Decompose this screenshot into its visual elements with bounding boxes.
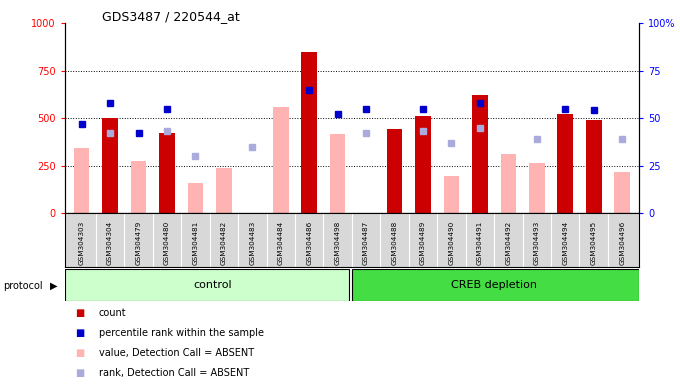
- Bar: [273, 107, 288, 213]
- Text: GSM304492: GSM304492: [505, 221, 511, 265]
- Text: count: count: [99, 308, 126, 318]
- Text: GSM304480: GSM304480: [164, 221, 170, 265]
- Text: GSM304486: GSM304486: [306, 221, 312, 265]
- Bar: [500, 154, 516, 213]
- Text: GSM304495: GSM304495: [591, 221, 596, 265]
- Text: GSM304494: GSM304494: [562, 221, 568, 265]
- Bar: [558, 114, 573, 213]
- Text: GSM304481: GSM304481: [192, 221, 199, 265]
- Text: ■: ■: [75, 348, 84, 358]
- Text: GSM304491: GSM304491: [477, 221, 483, 265]
- Text: GSM304479: GSM304479: [135, 221, 141, 265]
- Text: rank, Detection Call = ABSENT: rank, Detection Call = ABSENT: [99, 368, 249, 378]
- Text: GSM304303: GSM304303: [79, 221, 85, 265]
- Text: control: control: [193, 280, 232, 290]
- Text: value, Detection Call = ABSENT: value, Detection Call = ABSENT: [99, 348, 254, 358]
- Text: GSM304483: GSM304483: [250, 221, 256, 265]
- Text: CREB depletion: CREB depletion: [451, 280, 537, 290]
- Text: GSM304498: GSM304498: [335, 221, 341, 265]
- Text: GDS3487 / 220544_at: GDS3487 / 220544_at: [102, 10, 240, 23]
- Text: protocol: protocol: [3, 281, 43, 291]
- Bar: [102, 118, 118, 213]
- Bar: [65, 269, 349, 301]
- Text: ■: ■: [75, 328, 84, 338]
- Bar: [352, 269, 639, 301]
- Bar: [472, 95, 488, 213]
- Bar: [301, 51, 317, 213]
- Bar: [216, 167, 232, 213]
- Text: ■: ■: [75, 308, 84, 318]
- Text: GSM304482: GSM304482: [221, 221, 227, 265]
- Bar: [415, 116, 431, 213]
- Text: GSM304493: GSM304493: [534, 221, 540, 265]
- Text: percentile rank within the sample: percentile rank within the sample: [99, 328, 264, 338]
- Bar: [159, 133, 175, 213]
- Text: ▶: ▶: [50, 281, 57, 291]
- Text: ■: ■: [75, 368, 84, 378]
- Bar: [529, 163, 545, 213]
- Bar: [188, 183, 203, 213]
- Bar: [131, 161, 146, 213]
- Text: GSM304496: GSM304496: [619, 221, 625, 265]
- Text: GSM304489: GSM304489: [420, 221, 426, 265]
- Bar: [330, 134, 345, 213]
- Text: GSM304490: GSM304490: [448, 221, 454, 265]
- Text: GSM304488: GSM304488: [392, 221, 398, 265]
- Bar: [443, 176, 459, 213]
- Bar: [614, 172, 630, 213]
- Text: GSM304484: GSM304484: [278, 221, 284, 265]
- Bar: [74, 149, 90, 213]
- Bar: [586, 120, 602, 213]
- Text: GSM304304: GSM304304: [107, 221, 113, 265]
- Bar: [387, 129, 403, 213]
- Text: GSM304487: GSM304487: [363, 221, 369, 265]
- Bar: [387, 162, 403, 213]
